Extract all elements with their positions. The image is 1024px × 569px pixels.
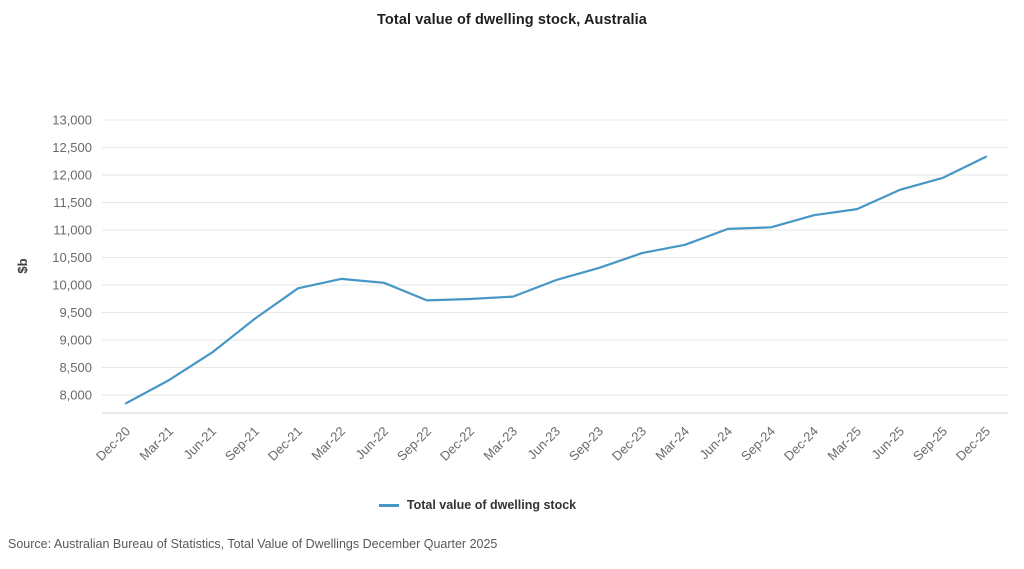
legend-label: Total value of dwelling stock bbox=[406, 498, 577, 512]
x-tick-label: Sep-25 bbox=[910, 424, 950, 464]
y-tick-label: 8,500 bbox=[59, 360, 92, 375]
x-tick-label: Jun-23 bbox=[524, 424, 563, 463]
y-tick-label: 9,000 bbox=[59, 333, 92, 348]
y-tick-label: 9,500 bbox=[59, 305, 92, 320]
x-tick-label: Sep-21 bbox=[222, 424, 262, 464]
x-tick-label: Jun-25 bbox=[868, 424, 907, 463]
x-tick-label: Jun-24 bbox=[696, 424, 735, 463]
x-axis-tick-labels: Dec-20 Mar-21 Jun-21 Sep-21 Dec-21 Mar-22 Jun-… bbox=[93, 424, 993, 464]
x-tick-label: Mar-25 bbox=[824, 424, 864, 464]
y-tick-label: 11,000 bbox=[53, 223, 92, 238]
line-chart: 8,000 8,500 9,000 9,500 10,000 10,500 11,000 11… bbox=[15, 113, 1008, 464]
y-tick-label: 13,000 bbox=[52, 113, 92, 128]
x-tick-label: Jun-21 bbox=[180, 424, 219, 463]
y-tick-label: 11,500 bbox=[53, 195, 92, 210]
data-line-total-value bbox=[124, 155, 988, 405]
x-tick-label: Jun-22 bbox=[352, 424, 391, 463]
y-axis-tick-labels: 8,000 8,500 9,000 9,500 10,000 10,500 11,000 11… bbox=[52, 113, 92, 403]
source-attribution: Source: Australian Bureau of Statistics,… bbox=[8, 537, 498, 551]
y-axis-title: $b bbox=[15, 258, 30, 273]
legend-line-swatch bbox=[378, 503, 399, 507]
x-tick-label: Dec-23 bbox=[609, 424, 649, 464]
x-tick-label: Dec-20 bbox=[93, 424, 133, 464]
x-tick-label: Mar-21 bbox=[136, 424, 176, 464]
x-tick-label: Mar-22 bbox=[308, 424, 348, 464]
y-tick-label: 12,500 bbox=[52, 140, 92, 155]
y-tick-label: 10,500 bbox=[52, 250, 92, 265]
y-tick-label: 8,000 bbox=[59, 388, 92, 403]
x-tick-label: Dec-24 bbox=[781, 424, 821, 464]
gridlines bbox=[102, 119, 1008, 396]
y-tick-label: 10,000 bbox=[52, 278, 92, 293]
y-tick-label: 12,000 bbox=[52, 168, 92, 183]
legend: Total value of dwelling stock bbox=[0, 498, 955, 512]
x-tick-label: Sep-24 bbox=[738, 424, 778, 464]
x-tick-label: Dec-22 bbox=[437, 424, 477, 464]
x-tick-label: Mar-24 bbox=[652, 424, 692, 464]
x-tick-label: Dec-21 bbox=[265, 424, 305, 464]
x-tick-label: Sep-23 bbox=[566, 424, 606, 464]
x-tick-label: Sep-22 bbox=[394, 424, 434, 464]
chart-title: Total value of dwelling stock, Australia bbox=[377, 12, 647, 28]
x-tick-label: Dec-25 bbox=[953, 424, 993, 464]
x-tick-label: Mar-23 bbox=[480, 424, 520, 464]
